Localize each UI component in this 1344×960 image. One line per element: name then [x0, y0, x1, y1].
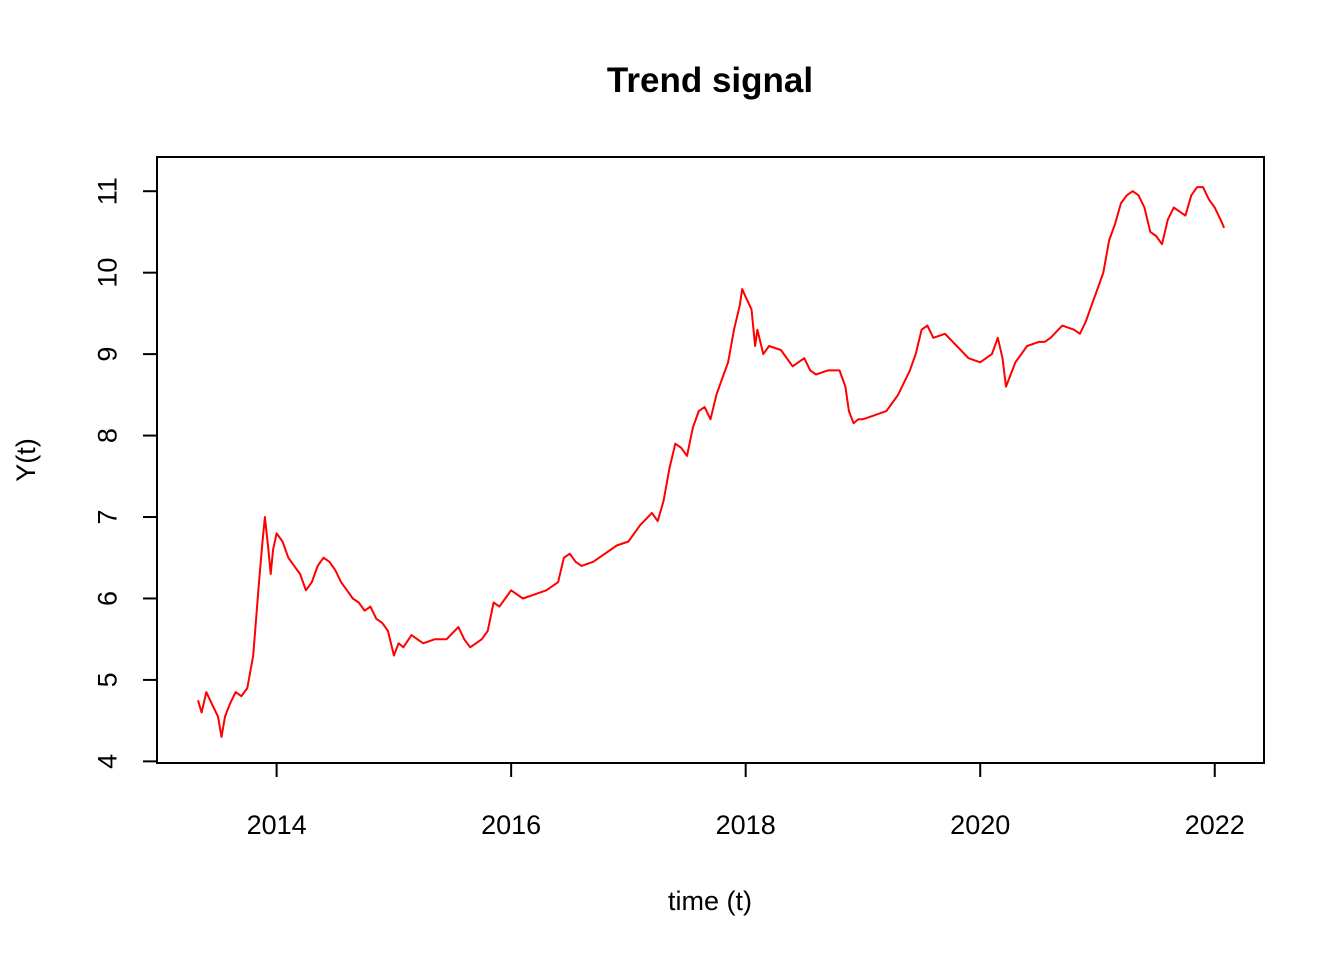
x-axis-label: time (t)	[668, 886, 752, 916]
y-tick-label: 8	[92, 428, 122, 443]
y-tick-label: 10	[92, 258, 122, 288]
x-tick-label: 2020	[950, 810, 1010, 840]
series-line	[197, 186, 1226, 738]
plot-frame	[156, 156, 1265, 764]
y-tick-label: 7	[92, 510, 122, 525]
y-axis-label: Y(t)	[11, 438, 41, 482]
y-tick-label: 9	[92, 347, 122, 362]
y-tick-label: 5	[92, 672, 122, 687]
y-tick-label: 6	[92, 591, 122, 606]
x-tick-label: 2014	[247, 810, 307, 840]
series-layer	[197, 186, 1226, 738]
y-tick-label: 11	[92, 177, 122, 205]
y-tick-label: 4	[92, 754, 122, 769]
x-tick-label: 2018	[716, 810, 776, 840]
x-tick-label: 2022	[1185, 810, 1245, 840]
y-axis: 4 5 6 7 8 9 10 11	[92, 177, 158, 769]
x-axis: 2014 2016 2018 2020 2022	[247, 762, 1245, 840]
chart-title: Trend signal	[607, 61, 813, 100]
x-tick-label: 2016	[481, 810, 541, 840]
